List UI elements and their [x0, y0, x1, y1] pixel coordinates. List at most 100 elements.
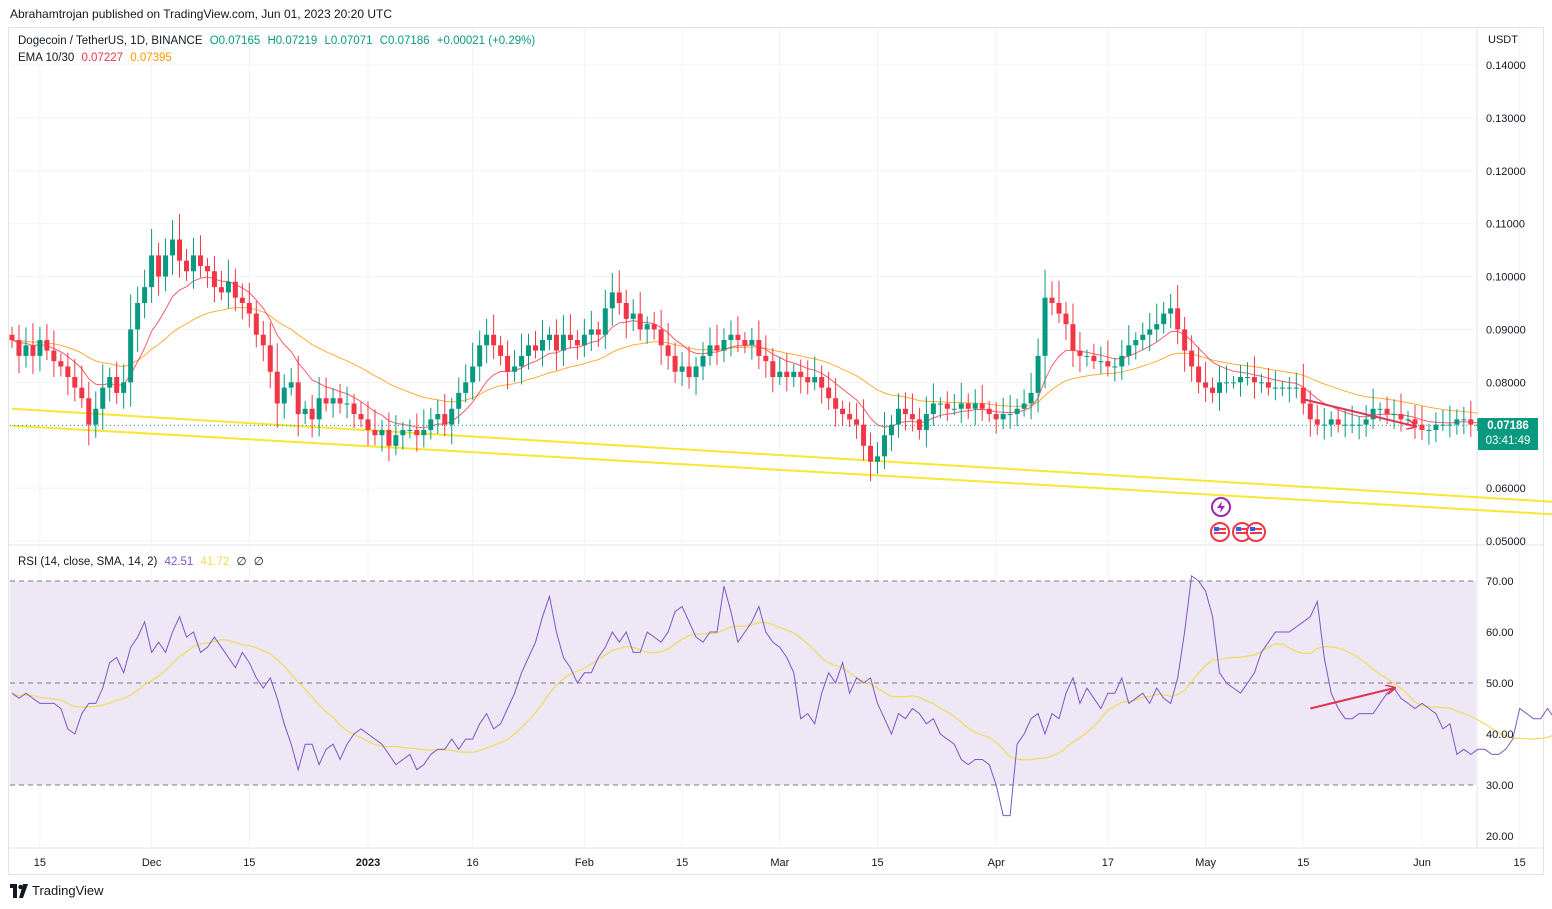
candle-body [393, 435, 399, 446]
publisher-credit: Abrahamtrojan published on TradingView.c… [10, 7, 393, 21]
candle-body [1335, 419, 1341, 425]
candle-body [149, 255, 155, 288]
flag-icon [1210, 522, 1230, 542]
candle-body [1356, 424, 1362, 426]
price-tick-label: 0.12000 [1486, 166, 1526, 178]
candle-body [651, 324, 657, 330]
candle-body [218, 287, 224, 293]
candle-body [449, 408, 455, 425]
candle-body [1454, 419, 1460, 425]
time-tick-label: 2023 [356, 857, 380, 869]
rsi-tick-label: 70.00 [1486, 576, 1514, 588]
candle-body [1105, 361, 1111, 367]
time-tick-label: 15 [1297, 857, 1309, 869]
candle-body [693, 366, 699, 378]
rsi-legend[interactable]: RSI (14, close, SMA, 14, 2) 42.51 41.72 … [18, 554, 268, 568]
candle-body [770, 361, 776, 378]
us-flag-event-icon[interactable] [1210, 522, 1230, 542]
lightning-event-icon[interactable] [1211, 497, 1231, 517]
candle-body [190, 255, 196, 272]
candle-body [1168, 308, 1174, 314]
support-trendline [11, 424, 1552, 516]
candle-body [246, 303, 252, 314]
candle-body [1440, 424, 1446, 426]
candle-body [428, 419, 434, 430]
candle-body [602, 308, 608, 335]
rsi-line [11, 574, 1552, 817]
candle-body [951, 408, 957, 410]
candle-body [923, 414, 929, 430]
candle-body [700, 355, 706, 367]
candle-body [1265, 382, 1271, 388]
candle-body [1217, 382, 1223, 393]
candle-body [944, 403, 950, 409]
candle-body [135, 303, 141, 330]
rsi-label: RSI (14, close, SMA, 14, 2) [18, 556, 158, 568]
candle-body [232, 281, 238, 298]
time-tick-label: May [1195, 857, 1216, 869]
candle-body [1293, 387, 1299, 389]
candle-body [386, 429, 392, 446]
candle-body [930, 403, 936, 415]
candle-body [1021, 403, 1027, 409]
candle-body [1077, 350, 1083, 356]
time-tick-label: Mar [770, 857, 789, 869]
ema-legend[interactable]: EMA 10/30 0.07227 0.07395 [18, 52, 176, 64]
candle-body [421, 429, 427, 436]
rsi-extra-1: ∅ [236, 556, 247, 568]
candle-body [344, 403, 350, 405]
rsi-lines [11, 574, 1552, 817]
candle-body [351, 403, 357, 415]
candle-body [1349, 424, 1355, 426]
change-value: +0.00021 (+0.29%) [436, 35, 536, 47]
symbol-legend[interactable]: Dogecoin / TetherUS, 1D, BINANCE O0.0716… [18, 35, 539, 47]
candle-body [658, 329, 664, 346]
symbol-name: Dogecoin / TetherUS, 1D, BINANCE [18, 35, 203, 47]
time-tick-label: Jun [1413, 857, 1431, 869]
us-flag-event-icon-3[interactable] [1246, 522, 1266, 542]
us-flag-event-icon-2[interactable] [1232, 522, 1252, 542]
currency-label[interactable]: USDT [1488, 34, 1518, 46]
candle-body [686, 366, 692, 378]
candle-body [979, 403, 985, 409]
tradingview-logo[interactable]: TradingView [10, 883, 104, 898]
candle-body [721, 340, 727, 351]
candle-body [1161, 313, 1167, 325]
candle-body [1272, 387, 1278, 389]
candle-body [1119, 355, 1125, 367]
candle-body [861, 424, 867, 446]
candle-body [1251, 377, 1257, 383]
rsi-ma-value: 41.72 [200, 556, 230, 568]
flag-icon [1246, 522, 1266, 542]
candle-body [1042, 297, 1048, 356]
candle-body [909, 414, 915, 420]
candle-body [1126, 345, 1132, 356]
candle-body [281, 387, 287, 404]
candle-body [463, 382, 469, 393]
axes: 0.14000 0.13000 0.12000 0.11000 0.10000 0.090… [34, 60, 1526, 869]
candle-body [9, 334, 15, 341]
time-tick-label: 15 [34, 857, 46, 869]
candle-body [679, 366, 685, 372]
candle-body [798, 371, 804, 378]
candle-body [58, 361, 64, 367]
candle-body [1321, 424, 1327, 426]
candle-body [1007, 414, 1013, 416]
close-value: C0.07186 [379, 35, 430, 47]
candle-body [470, 366, 476, 383]
candle-body [30, 345, 36, 356]
candle-body [358, 414, 364, 420]
candle-body [1412, 419, 1418, 425]
candle-body [595, 329, 601, 335]
annotations [1303, 398, 1415, 710]
candle-body [1196, 366, 1202, 383]
candle-body [114, 377, 120, 393]
rsi-tick-label: 50.00 [1486, 678, 1514, 690]
price-tick-label: 0.11000 [1486, 219, 1525, 231]
candle-body [895, 408, 901, 425]
time-tick-label: 17 [1102, 857, 1114, 869]
candle-body [142, 287, 148, 303]
candle-body [435, 414, 441, 420]
ema-slow-value: 0.07395 [130, 52, 172, 64]
